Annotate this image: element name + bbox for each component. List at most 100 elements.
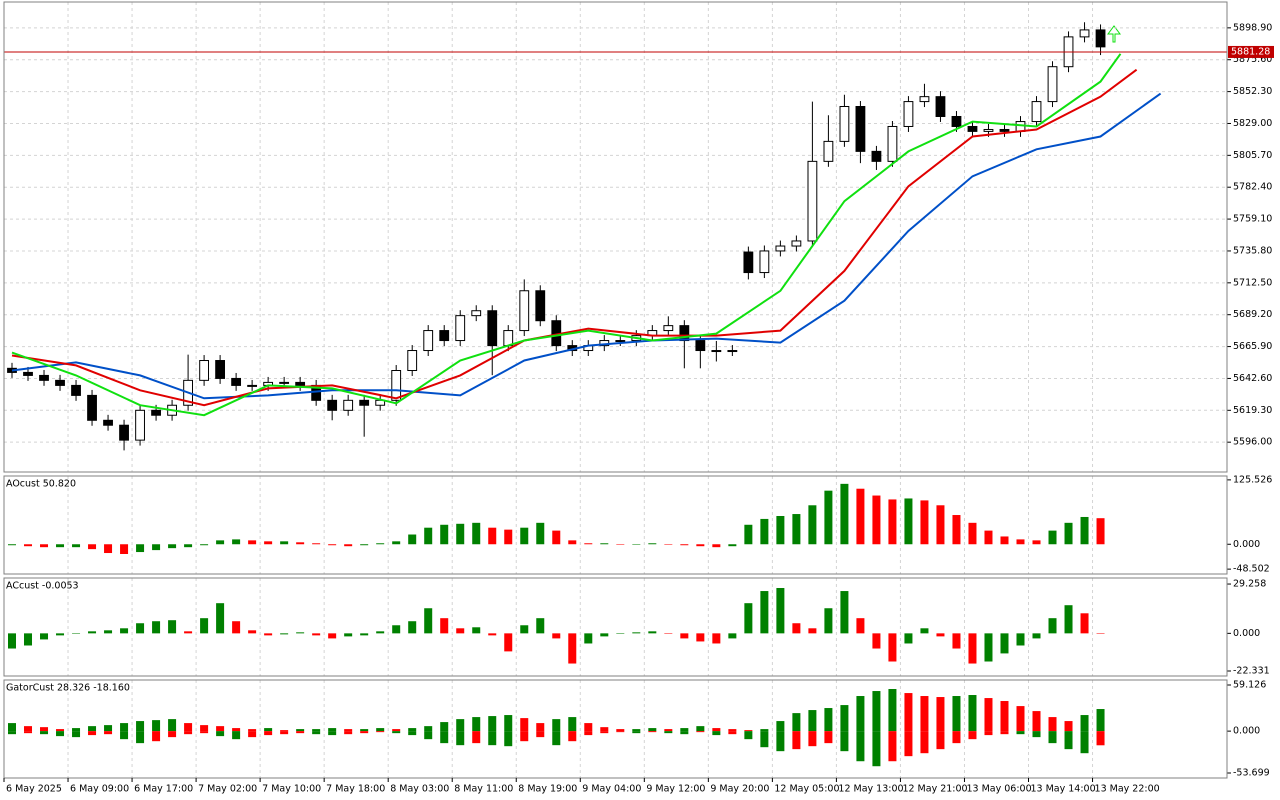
- alligator-line: [11, 92, 1162, 400]
- histogram-bar: [584, 633, 593, 644]
- candle-body: [663, 325, 674, 332]
- gator-bar: [40, 731, 49, 735]
- histogram-bar: [856, 488, 865, 545]
- candle-body: [151, 409, 161, 416]
- y-tick-label: 5782.40: [1233, 182, 1272, 193]
- histogram-bar: [824, 490, 833, 545]
- histogram-bar: [40, 633, 49, 640]
- gator-bar: [120, 723, 129, 732]
- histogram-bar: [568, 540, 577, 545]
- histogram-bar: [312, 633, 321, 636]
- gator-bar: [936, 731, 945, 750]
- candle-body: [919, 96, 930, 103]
- candle-body: [103, 419, 113, 426]
- gator-bar: [856, 696, 865, 732]
- x-tick-label: 12 May 13:00: [838, 784, 903, 795]
- y-tick-label: 0.000: [1233, 539, 1260, 550]
- candle-body: [247, 384, 258, 387]
- gator-bar: [680, 728, 689, 732]
- histogram-bar: [664, 544, 673, 545]
- histogram-bar: [568, 633, 577, 664]
- y-tick-label: 59.126: [1233, 680, 1266, 691]
- y-tick-label: -53.699: [1233, 768, 1270, 779]
- gator-bar: [168, 719, 177, 732]
- gator-bar: [952, 696, 961, 732]
- gator-bar: [1032, 731, 1041, 738]
- gator-bar: [520, 718, 529, 732]
- gator-bar: [968, 731, 977, 740]
- histogram-bar: [264, 541, 273, 545]
- histogram-bar: [520, 625, 529, 634]
- histogram-bar: [824, 608, 833, 634]
- candle-body: [615, 340, 626, 343]
- histogram-bar: [136, 544, 145, 553]
- gator-bar: [760, 729, 769, 732]
- histogram-bar: [280, 541, 289, 545]
- candle-body: [503, 330, 514, 347]
- gator-bar: [680, 731, 689, 735]
- gator-bar: [1080, 731, 1089, 754]
- candle-body: [55, 379, 65, 386]
- gator-bar: [168, 731, 177, 738]
- gator-bar: [696, 726, 705, 732]
- gator-bar: [840, 731, 849, 752]
- histogram-bar: [728, 633, 737, 639]
- gator-bar: [584, 723, 593, 732]
- gator-bar: [936, 697, 945, 732]
- gator-bar: [296, 731, 305, 734]
- last-price-box: [1228, 45, 1274, 58]
- gator-bar: [88, 731, 97, 736]
- x-tick-label: 9 May 04:00: [582, 784, 641, 795]
- histogram-bar: [808, 628, 817, 634]
- candle-body: [695, 340, 706, 352]
- histogram-bar: [632, 544, 641, 545]
- gator-bar: [712, 731, 721, 736]
- candle-body: [967, 125, 978, 132]
- gator-bar: [184, 723, 193, 732]
- y-tick-label: 5735.80: [1233, 245, 1272, 256]
- histogram-bar: [648, 543, 657, 545]
- histogram-bar: [536, 522, 545, 545]
- gator-bar: [824, 731, 833, 744]
- gator-bar: [200, 731, 209, 734]
- candle-body: [199, 360, 210, 381]
- candle-body: [231, 377, 242, 386]
- histogram-bar: [24, 633, 33, 646]
- gator-bar: [568, 717, 577, 732]
- gator-bar: [424, 731, 433, 740]
- histogram-bar: [600, 633, 609, 637]
- histogram-bar: [680, 633, 689, 639]
- gator-bar: [8, 731, 17, 735]
- panel-frame: [3, 679, 1228, 779]
- gator-bar: [472, 731, 481, 744]
- gator-bar: [920, 696, 929, 732]
- histogram-bar: [296, 632, 305, 634]
- y-tick-label: 29.258: [1233, 579, 1266, 590]
- gator-bar: [1000, 701, 1009, 732]
- histogram-bar: [200, 618, 209, 634]
- gator-bar: [264, 728, 273, 732]
- histogram-bar: [1000, 633, 1009, 654]
- gator-bar: [424, 726, 433, 732]
- histogram-bar: [1000, 536, 1009, 545]
- candle-body: [279, 381, 290, 384]
- histogram-bar: [1064, 522, 1073, 545]
- histogram-bar: [680, 544, 689, 546]
- gator-bar: [808, 710, 817, 732]
- candle-body: [871, 150, 882, 162]
- gator-bar: [216, 726, 225, 732]
- gator-bar: [568, 731, 577, 742]
- histogram-bar: [616, 544, 625, 545]
- gator-bar: [696, 731, 705, 733]
- gator-bar: [136, 731, 145, 744]
- gator-bar: [664, 731, 673, 734]
- candle-body: [391, 370, 402, 401]
- gator-bar: [56, 729, 65, 732]
- gator-bar: [776, 731, 785, 752]
- gator-bar: [104, 725, 113, 732]
- histogram-bar: [1064, 605, 1073, 634]
- histogram-bar: [776, 588, 785, 634]
- histogram-bar: [104, 544, 113, 554]
- histogram-bar: [104, 630, 113, 634]
- histogram-bar: [1032, 540, 1041, 545]
